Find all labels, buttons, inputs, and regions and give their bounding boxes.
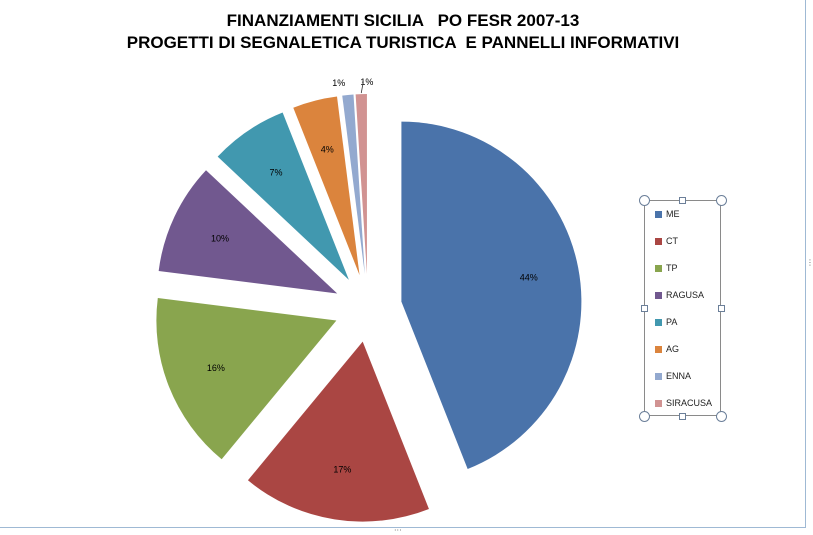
legend-item-ragusa[interactable]: RAGUSA xyxy=(655,290,704,300)
legend-label-siracusa: SIRACUSA xyxy=(666,398,713,408)
legend-item-ct[interactable]: CT xyxy=(655,236,678,246)
legend-label-ag: AG xyxy=(666,344,680,354)
pie-slice-ragusa[interactable] xyxy=(158,170,338,294)
legend-swatch-ct xyxy=(655,237,662,245)
selection-handle[interactable] xyxy=(638,194,650,206)
legend-swatch-tp xyxy=(655,264,662,272)
chart-title: FINANZIAMENTI SICILIA PO FESR 2007-13 PR… xyxy=(0,10,806,54)
selection-handle[interactable] xyxy=(715,410,727,422)
data-label-enna: 1% xyxy=(332,78,345,88)
legend-swatch-me xyxy=(655,210,662,218)
selection-handle[interactable] xyxy=(717,304,725,312)
data-label-tp: 16% xyxy=(207,363,225,373)
data-label-ag: 4% xyxy=(321,145,334,155)
chart-title-line-2: PROGETTI DI SEGNALETICA TURISTICA E PANN… xyxy=(126,33,680,52)
selection-handle[interactable] xyxy=(638,410,650,422)
legend-label-enna: ENNA xyxy=(666,371,692,381)
data-label-me: 44% xyxy=(520,272,538,282)
legend-item-tp[interactable]: TP xyxy=(655,263,678,273)
resize-handle-bottom[interactable]: ··· xyxy=(394,526,402,535)
legend-swatch-ragusa xyxy=(655,291,662,299)
legend-swatch-siracusa xyxy=(655,399,662,407)
legend-item-ag[interactable]: AG xyxy=(655,344,679,354)
data-label-pa: 7% xyxy=(270,168,283,178)
pie-slice-ct[interactable] xyxy=(247,341,429,522)
pie-slice-siracusa[interactable] xyxy=(355,94,367,275)
legend-label-me: ME xyxy=(666,209,680,219)
legend-label-ct: CT xyxy=(666,236,678,246)
legend-item-pa[interactable]: PA xyxy=(655,317,677,327)
selection-handle[interactable] xyxy=(679,196,686,204)
pie-slice-me[interactable] xyxy=(401,121,582,469)
legend-swatch-pa xyxy=(655,318,662,326)
data-label-ct: 17% xyxy=(333,465,351,475)
resize-handle-right[interactable]: ⋮ xyxy=(806,258,813,267)
selection-handle[interactable] xyxy=(679,412,686,420)
legend-item-me[interactable]: ME xyxy=(655,209,680,219)
legend-item-siracusa[interactable]: SIRACUSA xyxy=(655,398,712,408)
chart-area[interactable] xyxy=(0,0,806,528)
legend-swatch-enna xyxy=(655,372,662,380)
data-label-ragusa: 10% xyxy=(211,233,229,243)
legend-label-pa: PA xyxy=(666,317,678,327)
pie-slice-enna[interactable] xyxy=(342,94,365,275)
legend-label-tp: TP xyxy=(666,263,678,273)
legend-item-enna[interactable]: ENNA xyxy=(655,371,691,381)
legend-label-ragusa: RAGUSA xyxy=(666,290,705,300)
selection-handle[interactable] xyxy=(715,194,727,206)
pie-slice-tp[interactable] xyxy=(156,297,337,460)
chart-title-line-1: FINANZIAMENTI SICILIA PO FESR 2007-13 xyxy=(226,11,580,30)
pie-slice-ag[interactable] xyxy=(293,96,360,276)
leader-line-siracusa xyxy=(360,81,364,94)
legend-swatch-ag xyxy=(655,345,662,353)
selection-handle[interactable] xyxy=(640,304,648,312)
chart-legend[interactable]: ME CT TP RAGUSA PA AG ENNA SIRACUSA xyxy=(644,200,721,416)
data-label-siracusa: 1% xyxy=(360,77,373,87)
pie-slice-pa[interactable] xyxy=(217,112,349,280)
